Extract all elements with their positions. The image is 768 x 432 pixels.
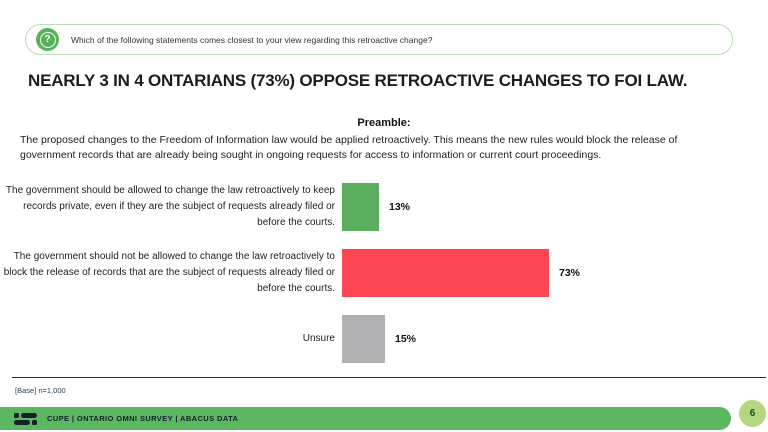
preamble-heading: Preamble: bbox=[357, 117, 411, 129]
divider-line bbox=[12, 377, 766, 378]
chart-row: The government should not be allowed to … bbox=[0, 249, 768, 297]
bar-1 bbox=[342, 183, 379, 231]
question-banner: ? Which of the following statements come… bbox=[25, 24, 733, 55]
page-title: NEARLY 3 IN 4 ONTARIANS (73%) OPPOSE RET… bbox=[28, 71, 688, 90]
chart-row: The government should be allowed to chan… bbox=[0, 183, 768, 231]
abacus-data-logo bbox=[14, 412, 37, 425]
logo-bar bbox=[21, 412, 37, 418]
question-banner-text: Which of the following statements comes … bbox=[71, 34, 433, 45]
page-number-badge: 6 bbox=[739, 400, 766, 427]
preamble-text: The proposed changes to the Freedom of I… bbox=[20, 134, 678, 161]
chart-row: Unsure 15% bbox=[0, 315, 768, 363]
question-bubble-icon: ? bbox=[36, 28, 59, 51]
logo-bar bbox=[14, 419, 30, 425]
logo-dot bbox=[14, 412, 19, 418]
bar-value-label: 13% bbox=[389, 201, 411, 213]
bar-category-label: The government should not be allowed to … bbox=[3, 251, 335, 294]
footer-text: CUPE | ONTARIO OMNI SURVEY | ABACUS DATA bbox=[47, 414, 239, 423]
question-glyph: ? bbox=[39, 31, 56, 48]
base-note: [Base] n=1,000 bbox=[15, 386, 66, 395]
bar-category-label: The government should be allowed to chan… bbox=[5, 185, 335, 228]
bar-chart: The government should be allowed to chan… bbox=[0, 183, 768, 381]
bar-category-label: Unsure bbox=[302, 333, 335, 344]
bar-value-label: 15% bbox=[395, 333, 417, 345]
logo-row bbox=[14, 419, 37, 425]
footer-bar: CUPE | ONTARIO OMNI SURVEY | ABACUS DATA bbox=[0, 407, 731, 430]
logo-dot bbox=[32, 419, 37, 425]
logo-row bbox=[14, 412, 37, 418]
bar-3 bbox=[342, 315, 385, 363]
bar-2 bbox=[342, 249, 549, 297]
bar-value-label: 73% bbox=[559, 267, 581, 279]
